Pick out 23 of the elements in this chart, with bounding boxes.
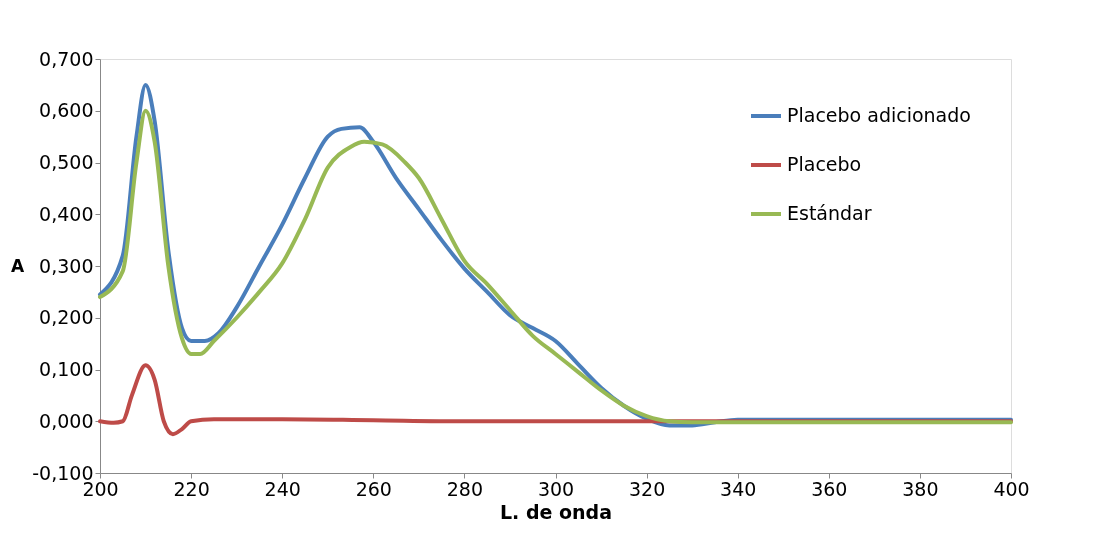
legend-label: Placebo adicionado — [787, 104, 971, 126]
x-tick-label: 220 — [173, 477, 210, 500]
x-tick-label: 260 — [355, 477, 392, 500]
x-tick-label: 380 — [902, 477, 939, 500]
y-tick-label: 0,200 — [39, 306, 94, 329]
x-tick-label: 280 — [446, 477, 484, 500]
y-tick-label: 0,700 — [39, 47, 94, 70]
y-tick-label: 0,100 — [39, 358, 94, 380]
x-axis-title: L. de onda — [499, 500, 613, 523]
legend-label: Estándar — [787, 202, 872, 224]
y-tick-label: 0,000 — [39, 409, 94, 432]
x-tick-label: 360 — [811, 477, 848, 500]
x-tick-label: 300 — [537, 477, 575, 500]
y-tick-label: 0,300 — [39, 254, 94, 277]
y-tick-label: 0,400 — [39, 202, 94, 225]
x-tick-label: 320 — [628, 477, 666, 500]
x-tick-label: 240 — [264, 477, 301, 500]
x-tick-label: 400 — [993, 477, 1030, 500]
y-tick-label: 0,500 — [39, 151, 94, 173]
y-axis-title: A — [11, 255, 26, 276]
x-tick-label: 340 — [720, 477, 757, 500]
y-tick-label: 0,600 — [39, 99, 94, 122]
legend-label: Placebo — [787, 153, 862, 175]
